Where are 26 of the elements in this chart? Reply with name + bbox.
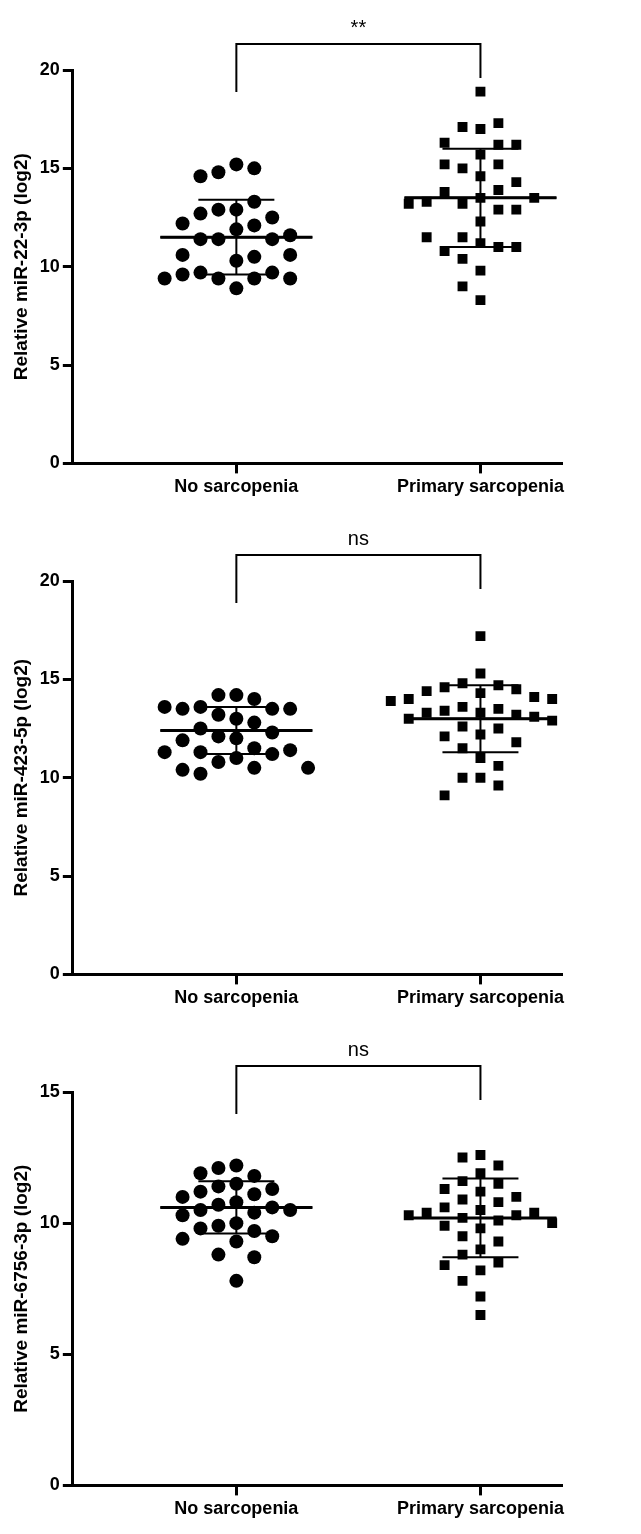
text: ** — [350, 15, 367, 38]
y-tick-label: 0 — [49, 1474, 60, 1495]
y-tick-label: 5 — [49, 354, 60, 375]
y-tick-label: 20 — [39, 569, 60, 590]
y-tick-label: 0 — [49, 963, 60, 984]
y-tick-label: 10 — [39, 1212, 60, 1233]
y-tick-label: 15 — [39, 668, 60, 689]
y-axis-title: Relative miR-22-3p (log2) — [9, 153, 31, 381]
y-tick-label: 5 — [49, 1343, 60, 1364]
text: ns — [347, 1037, 369, 1060]
y-tick-label: 10 — [39, 255, 60, 276]
y-axis-title: Relative miR-6756-3p (log2) — [9, 1164, 31, 1413]
x-tick-label: No sarcopenia — [174, 1498, 300, 1519]
y-tick-label: 20 — [39, 58, 60, 79]
x-tick-label: Primary sarcopenia — [396, 476, 565, 497]
y-tick-label: 10 — [39, 766, 60, 787]
text: ns — [347, 526, 369, 549]
x-tick-label: No sarcopenia — [174, 987, 300, 1008]
y-tick-label: 0 — [49, 452, 60, 473]
x-tick-label: No sarcopenia — [174, 476, 300, 497]
y-axis-title: Relative miR-423-5p (log2) — [9, 658, 31, 897]
x-tick-label: Primary sarcopenia — [396, 1498, 565, 1519]
x-tick-label: Primary sarcopenia — [396, 987, 565, 1008]
y-tick-label: 15 — [39, 157, 60, 178]
y-tick-label: 15 — [39, 1080, 60, 1101]
y-tick-label: 5 — [49, 865, 60, 886]
